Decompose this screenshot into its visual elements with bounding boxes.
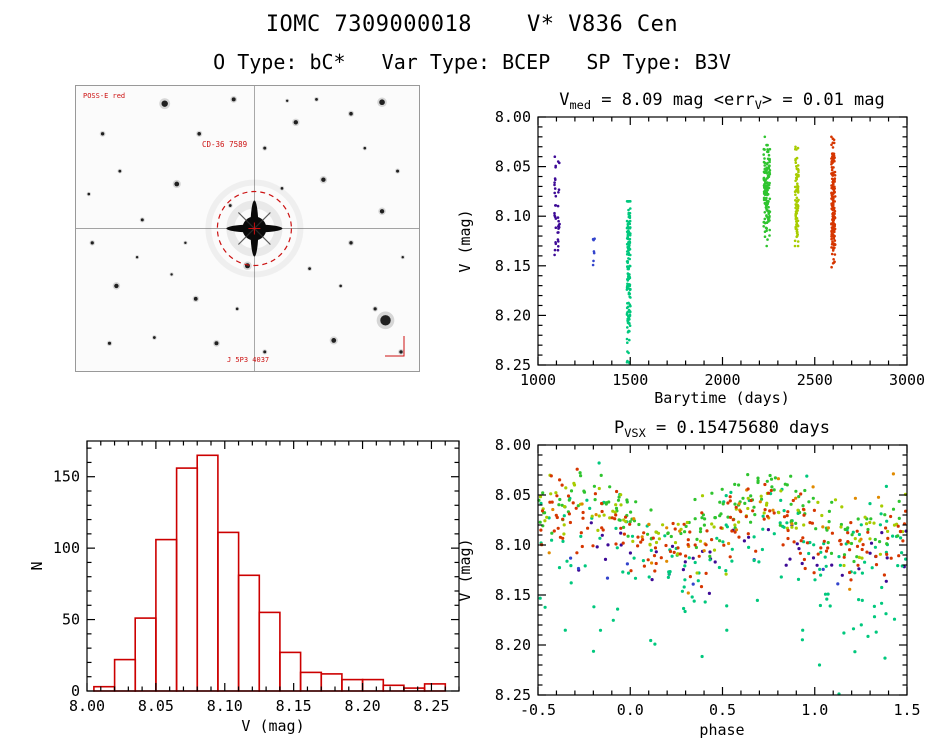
y-tick-label: 8.20 (495, 636, 531, 654)
data-points (553, 135, 837, 365)
lightcurve-plot: 1000 1500 2000 2500 3000 8.00 8.05 8.10 8.15 8.20… (456, 90, 925, 407)
magnitude-histogram-plot: 8.00 8.05 8.10 8.15 8.20 8.25 0 50 100 150 V (mag)… (28, 440, 460, 735)
axis-labels: 1000 1500 2000 2500 3000 8.00 8.05 8.10 8.15 8.20… (456, 108, 925, 407)
y-tick-label: 8.15 (495, 257, 531, 275)
y-tick-label: 8.05 (495, 158, 531, 176)
finding-chart: POSS-E red CD-36 7589 J 5P3 4037 (75, 85, 420, 372)
target-marker-overlay: POSS-E red CD-36 7589 J 5P3 4037 (83, 92, 405, 364)
axis-labels: -0.5 0.0 0.5 1.0 1.5 8.00 8.05 8.10 8.15 8.20 8.25… (456, 436, 921, 739)
y-axis-label: V (mag) (456, 209, 474, 272)
y-tick-label: 8.25 (495, 356, 531, 374)
data-points (537, 461, 908, 696)
x-tick-label: 1.5 (893, 701, 920, 719)
x-tick-label: 8.15 (276, 697, 312, 715)
plate-annotation-top-left: POSS-E red (83, 92, 125, 100)
plate-annotation-bottom: J 5P3 4037 (227, 356, 269, 364)
x-tick-label: 1000 (520, 371, 556, 389)
y-tick-label: 8.10 (495, 536, 531, 554)
x-tick-label: 8.25 (413, 697, 449, 715)
x-axis-label: Barytime (days) (654, 389, 789, 407)
y-tick-label: 8.00 (495, 436, 531, 454)
x-tick-label: -0.5 (520, 701, 556, 719)
x-axis-label: phase (699, 721, 744, 739)
y-tick-label: 8.20 (495, 306, 531, 324)
x-tick-label: 3000 (889, 371, 925, 389)
x-axis-label: V (mag) (241, 717, 304, 735)
axes (537, 116, 908, 366)
y-tick-label: 0 (71, 682, 80, 700)
axes (537, 444, 908, 696)
x-tick-label: 8.10 (207, 697, 243, 715)
orientation-mark-icon (385, 336, 405, 357)
aperture-circle-icon (216, 190, 292, 267)
y-axis-label: N (28, 561, 46, 570)
field-stars (86, 95, 405, 355)
x-tick-label: 8.20 (344, 697, 380, 715)
histogram-bars (93, 454, 447, 692)
y-tick-label: 8.15 (495, 586, 531, 604)
x-tick-label: 2000 (704, 371, 740, 389)
plot-title: Vmed = 8.09 mag <errV> = 0.01 mag (559, 90, 885, 112)
plot-title: PVSX = 0.15475680 days (614, 418, 830, 440)
x-tick-label: 0.0 (617, 701, 644, 719)
page-title: IOMC 7309000018 V* V836 Cen (265, 12, 679, 37)
axes (86, 440, 460, 692)
y-tick-label: 8.25 (495, 686, 531, 704)
y-tick-label: 8.05 (495, 486, 531, 504)
y-tick-label: 100 (53, 539, 80, 557)
star-designation-label: CD-36 7589 (202, 140, 247, 149)
y-tick-label: 8.00 (495, 108, 531, 126)
y-tick-label: 8.10 (495, 207, 531, 225)
x-tick-label: 0.5 (709, 701, 736, 719)
x-tick-label: 1500 (612, 371, 648, 389)
y-tick-label: 50 (62, 611, 80, 629)
x-tick-label: 1.0 (801, 701, 828, 719)
x-tick-label: 8.00 (69, 697, 105, 715)
x-tick-label: 8.05 (138, 697, 174, 715)
x-tick-label: 2500 (797, 371, 833, 389)
phase-folded-plot: -0.5 0.0 0.5 1.0 1.5 8.00 8.05 8.10 8.15 8.20 8.25… (456, 418, 921, 739)
y-axis-label: V (mag) (456, 538, 474, 601)
axis-labels: 8.00 8.05 8.10 8.15 8.20 8.25 0 50 100 150 V (mag)… (28, 468, 450, 735)
y-tick-label: 150 (53, 468, 80, 486)
page-subtitle: O Type: bC* Var Type: BCEP SP Type: B3V (213, 50, 731, 74)
